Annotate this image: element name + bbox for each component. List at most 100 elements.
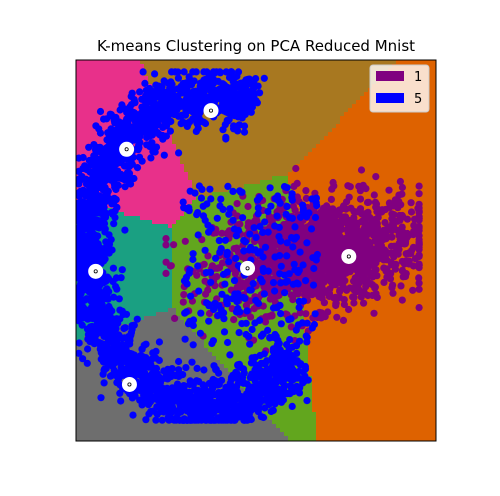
point-series-5 xyxy=(263,391,271,399)
centroid-dot xyxy=(127,382,132,387)
point-series-5 xyxy=(279,373,287,381)
point-series-5 xyxy=(283,277,291,285)
point-series-5 xyxy=(255,193,264,202)
region-cell xyxy=(208,348,309,353)
point-series-5 xyxy=(276,252,284,260)
region-cell xyxy=(280,428,317,433)
point-series-5 xyxy=(287,315,295,323)
point-series-5 xyxy=(149,349,157,357)
point-series-5 xyxy=(259,413,268,422)
point-series-1 xyxy=(398,267,406,275)
point-series-5 xyxy=(203,411,211,419)
point-series-5 xyxy=(107,236,115,244)
point-series-5 xyxy=(210,362,218,370)
point-series-5 xyxy=(185,388,193,396)
point-series-5 xyxy=(259,228,267,236)
point-series-1 xyxy=(344,228,352,236)
point-series-5 xyxy=(226,205,234,213)
point-series-1 xyxy=(324,211,332,219)
centroid-dot xyxy=(346,254,351,259)
region-cell xyxy=(176,144,317,149)
point-series-5 xyxy=(275,233,283,241)
point-series-5 xyxy=(122,368,130,376)
point-series-5 xyxy=(207,278,215,286)
point-series-5 xyxy=(302,277,310,285)
point-series-5 xyxy=(253,99,261,107)
point-series-1 xyxy=(312,244,320,252)
point-series-5 xyxy=(286,336,294,344)
region-cell xyxy=(304,304,436,309)
point-series-5 xyxy=(243,307,251,315)
point-series-5 xyxy=(295,297,303,305)
point-series-1 xyxy=(342,234,350,242)
point-series-5 xyxy=(214,86,222,94)
region-cell xyxy=(308,352,436,357)
point-series-5 xyxy=(214,77,222,85)
point-series-1 xyxy=(326,205,334,213)
point-series-1 xyxy=(387,258,395,267)
point-series-5 xyxy=(133,315,141,323)
point-series-5 xyxy=(312,254,320,262)
region-cell xyxy=(316,420,436,425)
point-series-5 xyxy=(87,161,95,169)
region-cell xyxy=(76,424,277,429)
point-series-5 xyxy=(236,413,244,421)
point-series-5 xyxy=(267,202,275,210)
region-cell xyxy=(120,324,189,329)
point-series-5 xyxy=(121,226,129,234)
point-series-5 xyxy=(293,349,301,357)
point-series-1 xyxy=(336,219,344,227)
point-series-5 xyxy=(259,253,267,261)
point-series-1 xyxy=(349,240,357,248)
point-series-5 xyxy=(200,366,208,374)
point-series-1 xyxy=(329,178,337,187)
region-cell xyxy=(76,284,173,289)
point-series-5 xyxy=(124,133,132,141)
region-cell xyxy=(312,400,436,405)
point-series-5 xyxy=(254,204,262,212)
point-series-5 xyxy=(237,363,245,372)
point-series-5 xyxy=(121,183,129,191)
point-series-5 xyxy=(194,389,202,397)
point-series-5 xyxy=(194,107,202,115)
point-series-5 xyxy=(181,397,189,405)
series-5-points xyxy=(76,68,321,424)
point-series-5 xyxy=(127,175,135,183)
point-series-1 xyxy=(398,183,406,192)
point-series-5 xyxy=(293,279,301,287)
point-series-1 xyxy=(362,263,370,272)
region-cell xyxy=(292,204,436,209)
point-series-1 xyxy=(297,237,305,245)
point-series-5 xyxy=(176,102,184,110)
point-series-1 xyxy=(394,204,402,212)
region-cell xyxy=(76,340,205,345)
point-series-1 xyxy=(233,200,241,208)
region-cell xyxy=(304,332,436,337)
point-series-5 xyxy=(277,320,285,328)
point-series-5 xyxy=(94,326,102,334)
point-series-1 xyxy=(340,300,348,309)
point-series-5 xyxy=(89,155,97,163)
point-series-1 xyxy=(363,276,371,284)
point-series-5 xyxy=(181,335,189,343)
point-series-1 xyxy=(339,316,348,324)
point-series-5 xyxy=(95,174,103,182)
point-series-5 xyxy=(159,108,167,116)
region-cell xyxy=(308,368,436,373)
point-series-5 xyxy=(136,386,144,394)
point-series-5 xyxy=(76,316,83,324)
region-cell xyxy=(168,308,177,313)
point-series-1 xyxy=(325,244,333,252)
point-series-5 xyxy=(248,404,256,412)
point-series-5 xyxy=(225,210,233,218)
point-series-1 xyxy=(320,250,328,258)
point-series-5 xyxy=(101,255,109,263)
point-series-5 xyxy=(250,359,258,367)
region-cell xyxy=(172,252,297,257)
point-series-5 xyxy=(180,68,188,76)
point-series-1 xyxy=(384,249,392,258)
point-series-5 xyxy=(204,221,212,229)
point-series-5 xyxy=(194,209,202,217)
region-cell xyxy=(84,336,201,341)
region-cell xyxy=(176,148,313,153)
